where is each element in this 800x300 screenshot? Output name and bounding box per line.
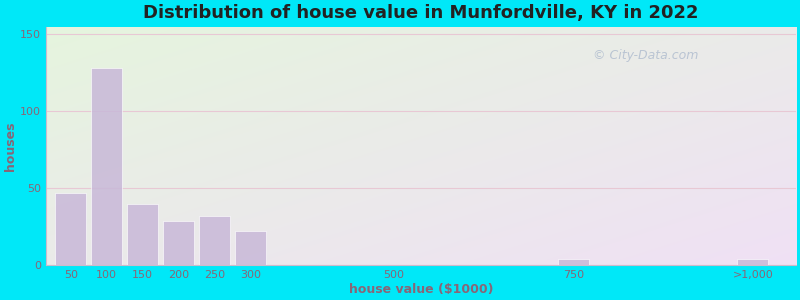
Text: © City-Data.com: © City-Data.com xyxy=(593,49,698,62)
Bar xyxy=(738,259,768,265)
Bar xyxy=(558,259,589,265)
Bar xyxy=(127,204,158,265)
Bar xyxy=(163,220,194,265)
Title: Distribution of house value in Munfordville, KY in 2022: Distribution of house value in Munfordvi… xyxy=(143,4,698,22)
Y-axis label: houses: houses xyxy=(4,121,17,171)
Bar xyxy=(199,216,230,265)
Bar xyxy=(235,231,266,265)
X-axis label: house value ($1000): house value ($1000) xyxy=(349,283,493,296)
Bar xyxy=(91,68,122,265)
Bar xyxy=(55,193,86,265)
